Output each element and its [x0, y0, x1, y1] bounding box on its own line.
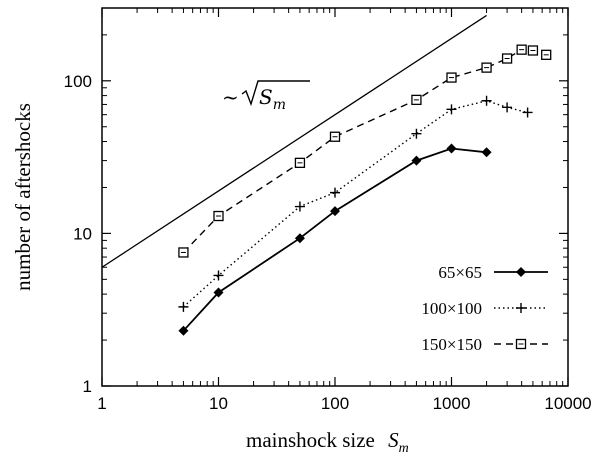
- y-tick-label: 10: [73, 224, 92, 243]
- series-1-point: [446, 104, 457, 115]
- legend-marker: [516, 267, 526, 277]
- x-tick-label: 1: [97, 394, 106, 413]
- series-1-point: [330, 187, 340, 198]
- series-2-point: [481, 62, 492, 73]
- series-2-point: [213, 210, 224, 222]
- series-2-point: [411, 94, 422, 106]
- legend-label: 65×65: [438, 263, 482, 282]
- series-1-point: [294, 201, 305, 212]
- x-axis-label: mainshock size Sm: [246, 428, 409, 456]
- series-1-point: [522, 107, 533, 118]
- series-0-point: [330, 206, 340, 217]
- series-1-point: [481, 95, 492, 106]
- legend-label: 100×100: [421, 299, 482, 318]
- y-tick-label: 1: [83, 377, 92, 396]
- annotation-symbol: Sm: [259, 85, 286, 113]
- series-line-2: [182, 48, 547, 253]
- markers-layer: [178, 44, 552, 336]
- x-tick-label: 10: [209, 394, 228, 413]
- series-0-point: [294, 233, 305, 244]
- x-tick-label: 1000: [433, 394, 471, 413]
- legend-marker: [516, 303, 526, 313]
- series-2-point: [541, 49, 552, 60]
- ticks-layer: 1 10 100 1000 10000 1 10 100: [64, 7, 592, 413]
- legend: 65×65 100×100 150×150: [421, 263, 548, 354]
- series-0-point: [213, 287, 224, 298]
- y-axis-label: number of aftershocks: [11, 103, 35, 291]
- annotation-prefix: ~: [222, 85, 239, 109]
- y-tick-label: 100: [64, 72, 92, 91]
- x-axis-label-text: mainshock size: [246, 428, 375, 452]
- series-0-point: [481, 147, 492, 158]
- x-tick-label: 10000: [544, 394, 591, 413]
- x-axis-label-symbol: S: [388, 428, 399, 452]
- series-2-point: [294, 157, 306, 168]
- series-0-point: [178, 325, 189, 336]
- x-tick-label: 100: [321, 394, 349, 413]
- x-axis-label-sub: m: [399, 441, 409, 456]
- series-2-point: [178, 247, 189, 258]
- series-2-point: [446, 72, 457, 83]
- series-2-point: [516, 44, 527, 55]
- series-2-point: [329, 131, 341, 142]
- annotation-label: ~: [222, 85, 239, 109]
- series-0-point: [411, 155, 422, 166]
- series-2-point: [501, 53, 513, 64]
- reference-layer: [102, 14, 487, 268]
- legend-marker: [515, 338, 527, 350]
- legend-label: 150×150: [421, 335, 482, 354]
- annotation-sqrt-sign: [241, 80, 310, 107]
- plot-frame: [101, 7, 569, 387]
- annotation-symbol-sub: m: [273, 97, 286, 113]
- series-2-point: [527, 45, 539, 56]
- reference-line: [102, 14, 487, 268]
- series-0-point: [446, 143, 457, 154]
- series-1-point: [411, 128, 422, 139]
- series-1-point: [213, 270, 224, 281]
- annotation-symbol-s: S: [259, 85, 273, 109]
- series-1-point: [178, 301, 189, 312]
- series-1-point: [502, 102, 513, 113]
